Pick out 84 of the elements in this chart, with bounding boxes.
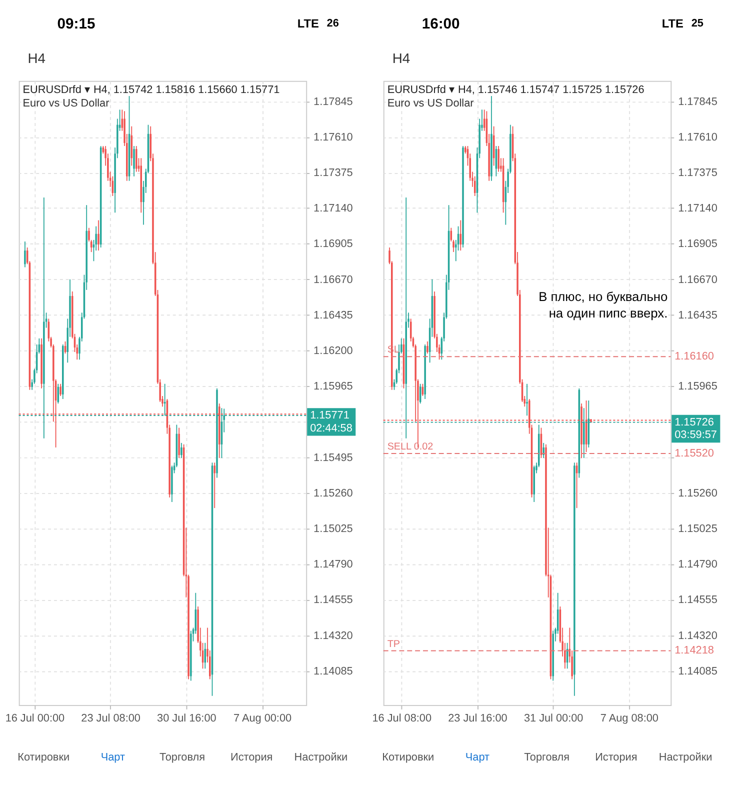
y-tick-label: 1.14555	[678, 594, 718, 606]
text: 25	[691, 17, 704, 30]
y-tick-label: 1.15025	[678, 522, 718, 535]
y-tick-label: 1.16435	[314, 309, 353, 322]
y-tick-label: 1.16670	[678, 274, 718, 286]
x-tick-label: 23 Jul 16:00	[448, 712, 508, 724]
y-tick-label: 1.17375	[678, 166, 718, 179]
y-tick-label: 1.15260	[678, 487, 718, 500]
y-tick-label: 1.15965	[314, 380, 353, 393]
text: История	[230, 751, 273, 764]
y-tick-label: 1.15965	[678, 380, 718, 393]
text: Котировки	[18, 751, 70, 764]
candlestick	[526, 383, 528, 416]
text: Euro vs US Dollar	[22, 98, 110, 110]
text: LTE	[662, 16, 684, 30]
ref-line-label: 1.15771	[310, 409, 350, 422]
y-tick-label: 1.16200	[314, 344, 353, 357]
y-tick-label: 1.16905	[314, 238, 353, 250]
text: Торговля	[524, 751, 570, 764]
y-tick-label: 1.17845	[314, 96, 353, 108]
text: Euro vs US Dollar	[387, 98, 474, 110]
y-tick-label: 1.16435	[678, 309, 718, 322]
candlestick	[460, 220, 462, 251]
candlestick	[426, 340, 428, 354]
candlestick	[24, 241, 26, 268]
y-tick-label: 1.14555	[314, 594, 353, 606]
y-tick-label: 1.17610	[678, 131, 718, 144]
text: История	[595, 751, 638, 764]
candlestick	[214, 462, 216, 508]
y-tick-label: 1.14790	[678, 558, 718, 571]
ref-line-label: 1.15726	[674, 416, 714, 428]
y-tick-label: 1.17140	[678, 202, 718, 215]
chart-title: EURUSDrfd ▾ H4, 1.15742 1.15816 1.15660 1.15771	[22, 84, 280, 96]
y-tick-label: 1.14085	[314, 665, 353, 678]
text: 02:44:58	[310, 422, 352, 434]
ref-line-label: 1.14218	[674, 644, 714, 657]
annotation: TP	[387, 638, 400, 650]
y-tick-label: 1.14320	[314, 630, 353, 642]
text: 03:59:57	[674, 429, 717, 442]
text: H4	[392, 50, 410, 66]
text: H4	[28, 50, 46, 66]
candlestick	[542, 442, 544, 459]
text: Чарт	[100, 751, 125, 764]
y-tick-label: 1.15260	[314, 487, 353, 500]
text: LTE	[297, 16, 319, 30]
y-tick-label: 1.14790	[314, 558, 353, 571]
y-tick-label: 1.16670	[314, 274, 353, 286]
text: Настройки	[294, 751, 348, 764]
text: Чарт	[465, 751, 490, 764]
text: 16:00	[422, 16, 460, 32]
x-tick-label: 7 Aug 08:00	[600, 712, 658, 724]
text: Котировки	[382, 751, 434, 764]
candlestick	[98, 220, 100, 251]
candlestick	[498, 146, 500, 172]
y-tick-label: 1.15495	[314, 452, 353, 464]
candlestick	[60, 383, 62, 396]
annotation: SELL 0.02	[387, 442, 434, 453]
annotation: В плюс, но буквально на один пипс вверх.	[538, 288, 668, 321]
candlestick	[133, 146, 135, 177]
y-tick-label: 1.17845	[678, 96, 718, 108]
chart-title: EURUSDrfd ▾ H4, 1.15746 1.15747 1.15725 1.15726	[387, 84, 644, 96]
candlestick	[136, 146, 138, 172]
text: 09:15	[57, 16, 96, 32]
candlestick	[180, 442, 182, 459]
y-tick-label: 1.16905	[678, 238, 718, 250]
candlestick	[204, 642, 206, 670]
y-tick-label: 1.17375	[314, 166, 353, 179]
x-tick-label: 30 Jul 16:00	[157, 712, 216, 724]
x-tick-label: 23 Jul 08:00	[81, 712, 140, 724]
x-tick-label: 7 Aug 00:00	[233, 712, 292, 724]
text: Торговля	[160, 751, 206, 764]
x-tick-label: 31 Jul 00:00	[524, 712, 584, 724]
y-tick-label: 1.17140	[314, 202, 353, 215]
x-tick-label: 16 Jul 00:00	[5, 712, 65, 724]
ref-line-label: 1.15520	[674, 447, 714, 460]
y-tick-label: 1.15025	[314, 522, 353, 535]
candlestick	[178, 427, 180, 459]
y-tick-label: 1.14085	[678, 665, 718, 678]
x-tick-label: 16 Jul 08:00	[372, 712, 432, 724]
text: 26	[326, 17, 339, 30]
y-tick-label: 1.14320	[678, 630, 718, 642]
ref-line-label: 1.16160	[674, 350, 714, 363]
text: Настройки	[658, 751, 712, 764]
y-tick-label: 1.17610	[314, 131, 353, 144]
